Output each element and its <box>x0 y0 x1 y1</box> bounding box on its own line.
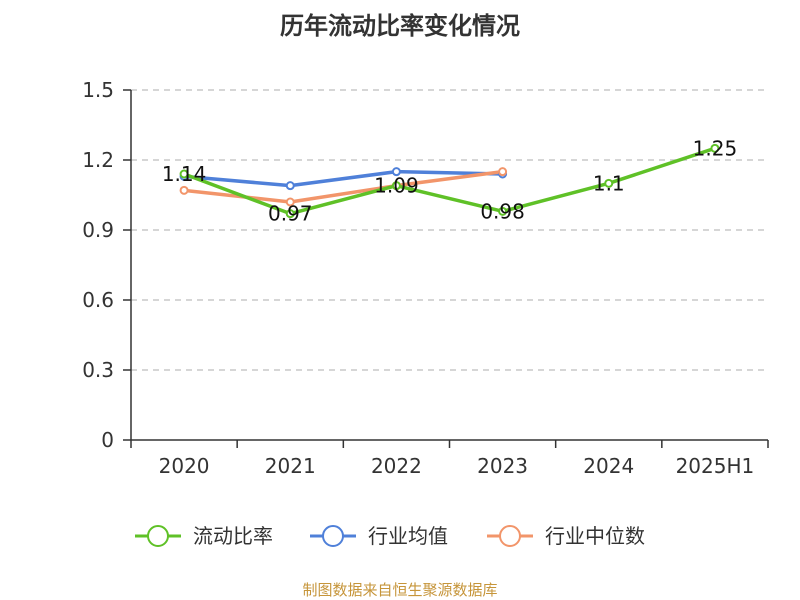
series-lines <box>182 146 717 216</box>
legend-item: 行业中位数 <box>487 524 645 548</box>
data-point <box>604 178 614 188</box>
data-point <box>498 167 508 177</box>
x-tick-label: 2024 <box>583 454 634 478</box>
y-tick-label: 0.6 <box>82 288 114 312</box>
series-points <box>179 143 720 219</box>
grid-lines <box>131 89 768 371</box>
y-tick-label: 1.5 <box>82 78 114 102</box>
series-line <box>182 169 505 204</box>
x-tick-label: 2021 <box>265 454 316 478</box>
x-tick-label: 2023 <box>477 454 528 478</box>
source-note: 制图数据来自恒生聚源数据库 <box>302 581 497 599</box>
legend-label: 流动比率 <box>193 524 273 548</box>
y-tick-label: 0 <box>101 428 114 452</box>
legend-label: 行业均值 <box>368 524 448 548</box>
data-label: 0.97 <box>268 202 313 226</box>
legend-item: 流动比率 <box>135 524 273 548</box>
data-label: 0.98 <box>480 199 525 223</box>
series-line <box>182 146 717 216</box>
legend-label: 行业中位数 <box>545 524 645 548</box>
x-tick-label: 2025H1 <box>676 454 755 478</box>
data-label: 1.14 <box>162 162 207 186</box>
data-labels: 1.14 0.97 1.09 0.98 1.1 1.25 <box>162 136 737 225</box>
legend-marker <box>499 525 521 547</box>
data-point <box>498 206 508 216</box>
chart-title: 历年流动比率变化情况 <box>280 12 520 40</box>
y-axis-tick-labels: 0 0.3 0.6 0.9 1.2 1.5 <box>82 78 114 452</box>
data-label: 1.25 <box>693 136 738 160</box>
legend-marker <box>147 525 169 547</box>
data-label: 1.1 <box>593 171 625 195</box>
data-point <box>285 209 295 219</box>
x-axis-tick-labels: 2020 2021 2022 2023 2024 2025H1 <box>159 454 755 478</box>
axes <box>123 89 769 448</box>
x-tick-label: 2022 <box>371 454 422 478</box>
y-tick-label: 0.3 <box>82 358 114 382</box>
data-point <box>179 185 189 195</box>
data-label: 1.09 <box>374 174 419 198</box>
data-point <box>179 169 189 179</box>
series-line <box>182 169 505 188</box>
x-tick-label: 2020 <box>159 454 210 478</box>
legend-item: 行业均值 <box>310 524 448 548</box>
data-point <box>285 197 295 207</box>
legend-marker <box>322 525 344 547</box>
legend: 流动比率 行业均值 行业中位数 <box>135 524 645 548</box>
data-point <box>285 181 295 191</box>
data-point <box>391 167 401 177</box>
data-point <box>710 143 720 153</box>
y-tick-label: 1.2 <box>82 148 114 172</box>
y-tick-label: 0.9 <box>82 218 114 242</box>
data-point <box>391 181 401 191</box>
